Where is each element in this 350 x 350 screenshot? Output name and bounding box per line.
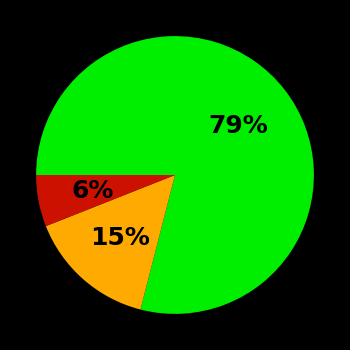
Wedge shape xyxy=(46,175,175,309)
Wedge shape xyxy=(36,175,175,226)
Text: 6%: 6% xyxy=(72,178,114,203)
Text: 79%: 79% xyxy=(209,114,268,138)
Text: 15%: 15% xyxy=(90,225,150,250)
Wedge shape xyxy=(36,36,314,314)
